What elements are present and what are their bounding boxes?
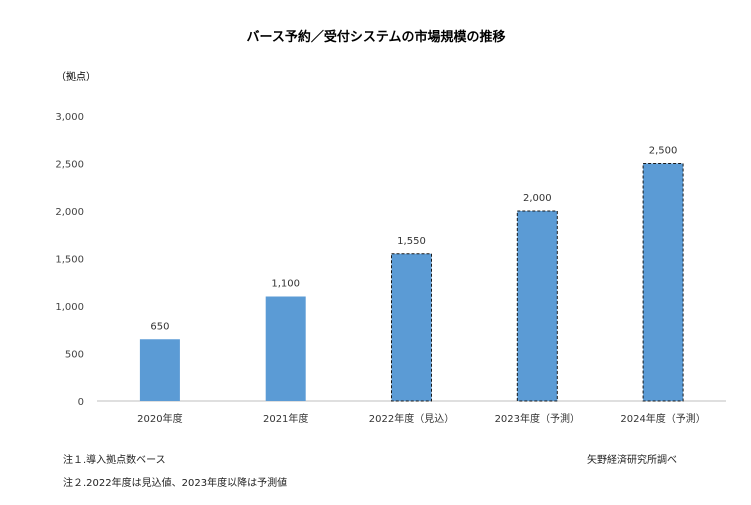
data-label: 1,100 <box>271 279 300 290</box>
y-tick-label: 1,500 <box>55 255 84 266</box>
bar <box>391 253 432 402</box>
y-tick-label: 3,000 <box>55 112 84 123</box>
y-tick-label: 2,000 <box>55 207 84 218</box>
y-axis: 0 500 1,000 1,500 2,000 2,500 3,000 <box>55 112 84 408</box>
y-tick-label: 500 <box>65 350 84 361</box>
bar <box>265 296 306 401</box>
x-tick-label: 2024年度（予測） <box>620 412 705 425</box>
note-2: 注２.2022年度は見込値、2023年度以降は予測値 <box>63 478 288 489</box>
y-tick-label: 2,500 <box>55 160 84 171</box>
x-tick-label: 2020年度 <box>137 412 182 425</box>
chart-title: バース予約／受付システムの市場規模の推移 <box>247 29 506 45</box>
bar <box>139 339 180 401</box>
data-label: 2,500 <box>649 146 678 157</box>
x-tick-label: 2021年度 <box>263 412 308 425</box>
data-labels: 650 1,100 1,550 2,000 2,500 <box>150 146 677 333</box>
x-tick-label: 2023年度（予測） <box>495 412 580 425</box>
y-axis-unit-label: （拠点） <box>56 70 96 83</box>
y-tick-label: 0 <box>78 397 84 408</box>
bar <box>516 210 558 402</box>
bar-series <box>139 163 684 402</box>
y-tick-label: 1,000 <box>55 302 84 313</box>
x-tick-label: 2022年度（見込） <box>369 412 454 425</box>
data-label: 1,550 <box>397 236 426 247</box>
x-axis: 2020年度 2021年度 2022年度（見込） 2023年度（予測） 2024年度（予… <box>137 412 706 425</box>
note-1: 注１.導入拠点数ベース <box>63 455 166 466</box>
data-label: 650 <box>150 321 169 332</box>
bar <box>642 163 684 402</box>
data-label: 2,000 <box>523 193 552 204</box>
source-note: 矢野経済研究所調べ <box>587 455 677 466</box>
